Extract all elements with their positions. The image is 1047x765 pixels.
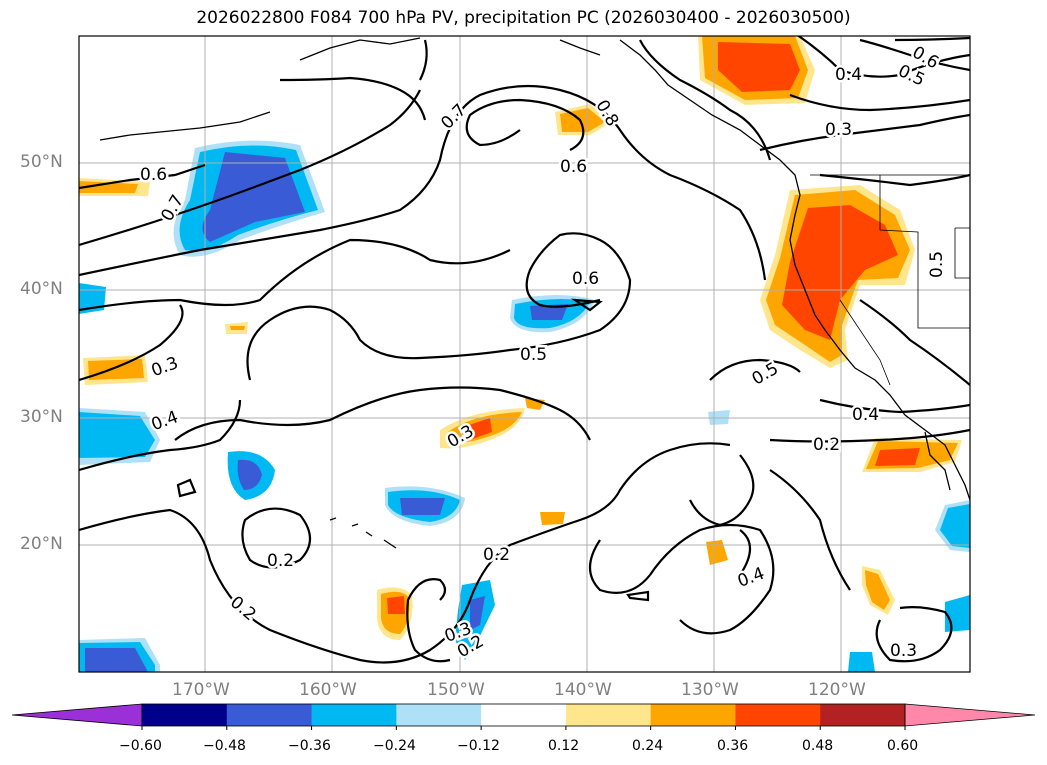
colorbar-tick-label: 0.24 [632, 738, 664, 754]
colorbar-frame [141, 703, 906, 727]
colorbar-segment [481, 704, 567, 726]
lon-label-140w: 140°W [554, 680, 612, 700]
colorbar-extend-max [904, 703, 1036, 727]
lat-label-30n: 30°N [20, 407, 63, 427]
colorbar-segment [311, 704, 397, 726]
contour-label: 0.4 [852, 405, 879, 425]
colorbar-tick-label: −0.36 [288, 738, 331, 754]
contour-label: 0.5 [520, 345, 547, 365]
state-borders [810, 174, 970, 386]
lon-label-120w: 120°W [808, 680, 866, 700]
colorbar-tick-label: −0.24 [373, 738, 416, 754]
pv-contours [79, 36, 970, 664]
lat-label-50n: 50°N [20, 152, 63, 172]
contour-label: 0.3 [890, 641, 917, 661]
contour-label: 0.3 [149, 353, 181, 381]
contour-label: 0.2 [813, 435, 840, 455]
contour-label: 0.4 [735, 564, 767, 592]
colorbar-segment [565, 704, 652, 726]
contour-label: 0.2 [483, 545, 510, 565]
colorbar-tick-label: −0.48 [203, 738, 246, 754]
plot-frame [78, 35, 971, 673]
contour-label: 0.3 [825, 120, 852, 140]
contour-label: 0.6 [572, 269, 599, 289]
coastlines [99, 37, 970, 549]
contour-label: 0.6 [140, 165, 167, 185]
colorbar-segment [396, 704, 482, 726]
colorbar-tick-label: 0.48 [802, 738, 834, 754]
contour-label: 0.5 [749, 359, 782, 390]
colorbar-tick-label: 0.36 [717, 738, 749, 754]
colorbar-tick-label: −0.60 [119, 738, 162, 754]
lon-label-160w: 160°W [299, 680, 357, 700]
contour-label: 0.4 [149, 407, 181, 435]
contour-label: 0.4 [835, 65, 862, 85]
colorbar [11, 703, 1036, 730]
lat-label-40n: 40°N [20, 279, 63, 299]
contour-label: 0.5 [927, 251, 947, 278]
colorbar-segment [735, 704, 821, 726]
colorbar-segment [650, 704, 736, 726]
graticule [79, 36, 970, 672]
lat-label-20n: 20°N [20, 534, 63, 554]
precip-shading [79, 36, 970, 672]
colorbar-segment [142, 704, 228, 726]
colorbar-segment [226, 704, 313, 726]
lon-label-130w: 130°W [681, 680, 739, 700]
contour-label: 0.6 [560, 157, 587, 177]
colorbar-tick-label: 0.12 [548, 738, 580, 754]
colorbar-segment [820, 704, 906, 726]
colorbar-tick-label: 0.60 [887, 738, 919, 754]
colorbar-tick-label: −0.12 [457, 738, 500, 754]
colorbar-extend-min [11, 703, 143, 727]
lon-label-150w: 150°W [427, 680, 485, 700]
lon-label-170w: 170°W [172, 680, 230, 700]
contour-label: 0.2 [267, 551, 294, 571]
chart-title: 2026022800 F084 700 hPa PV, precipitatio… [196, 8, 851, 28]
